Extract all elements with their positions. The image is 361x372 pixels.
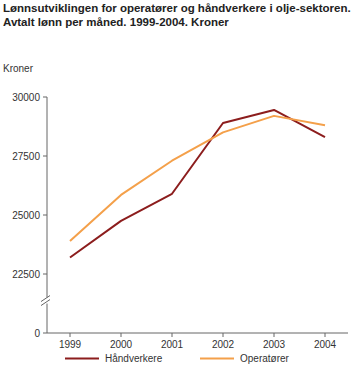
x-tick-label: 2002 <box>212 339 235 350</box>
y-tick <box>43 97 47 98</box>
y-tick <box>43 333 47 334</box>
y-tick-label: 0 <box>34 328 40 339</box>
x-tick <box>325 333 326 337</box>
legend-label: Håndverkere <box>105 353 163 364</box>
chart: Lønnsutviklingen for operatører og håndv… <box>0 0 361 372</box>
y-tick <box>43 274 47 275</box>
title-line: Lønnsutviklingen for operatører og håndv… <box>3 2 351 14</box>
series-line <box>70 116 325 241</box>
x-tick <box>223 333 224 337</box>
y-tick-label: 25000 <box>12 210 40 221</box>
x-tick <box>70 333 71 337</box>
x-tick-label: 1999 <box>59 339 82 350</box>
x-tick-label: 2003 <box>263 339 286 350</box>
x-tick <box>172 333 173 337</box>
y-tick <box>43 156 47 157</box>
y-tick <box>43 215 47 216</box>
axis-break <box>41 300 50 306</box>
x-axis <box>47 333 348 334</box>
legend-swatch <box>200 358 234 360</box>
x-tick-label: 2001 <box>161 339 184 350</box>
x-tick-label: 2004 <box>314 339 337 350</box>
x-tick <box>121 333 122 337</box>
legend-label: Operatører <box>240 353 290 364</box>
legend-swatch <box>65 358 99 360</box>
x-tick-label: 2000 <box>110 339 133 350</box>
x-tick <box>274 333 275 337</box>
title-line: Avtalt lønn per måned. 1999-2004. Kroner <box>3 16 229 28</box>
y-axis-label: Kroner <box>3 63 34 74</box>
plot-area <box>70 110 325 258</box>
y-tick-label: 27500 <box>12 151 40 162</box>
y-tick-label: 30000 <box>12 92 40 103</box>
series-line <box>70 110 325 258</box>
y-tick-label: 22500 <box>12 269 40 280</box>
title: Lønnsutviklingen for operatører og håndv… <box>3 2 351 28</box>
